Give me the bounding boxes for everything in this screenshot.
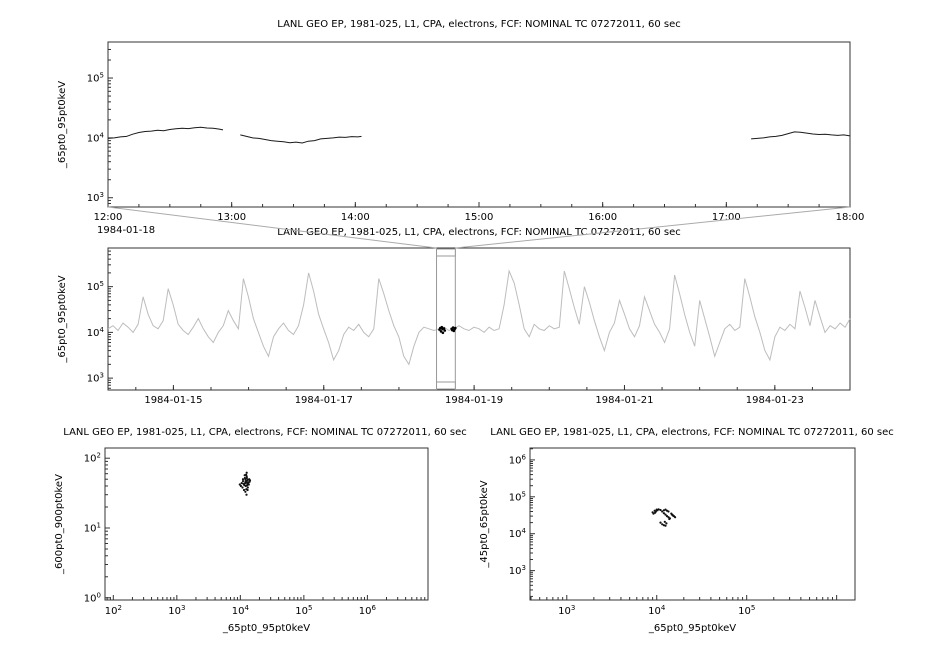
selection-handle-top[interactable] [436,248,456,257]
scatter-points [651,508,677,527]
zoom-connector-left [107,206,437,249]
y-axis-label: _600pt0_900pt0keV [54,474,65,575]
axes: 103 104 105 106 103 104 105 [509,448,838,617]
y-axis-label: _45pt0_65pt0keV [479,480,490,568]
x-axis-date-label: 1984-01-18 [97,225,155,236]
log-tick-label: 103 [87,372,104,385]
x-tick-label: 12:00 [94,212,123,223]
log-tick-label: 102 [84,452,101,465]
x-axis-label: _65pt0_95pt0keV [222,623,310,634]
log-tick-label: 105 [295,604,312,617]
log-tick-label: 104 [87,326,105,339]
scatter-left-chart-title: LANL GEO EP, 1981-025, L1, CPA, electron… [63,427,467,438]
x-tick-label: 17:00 [712,212,741,223]
series-line [107,126,224,139]
x-tick-label: 1984-01-19 [445,395,503,406]
y-axis-label: _65pt0_95pt0keV [57,275,68,363]
log-tick-label: 104 [648,604,666,617]
log-tick-label: 103 [558,604,575,617]
scatter-panel-right: 103 104 105 106 103 104 105 _45pt0_65pt0keV _65p… [479,447,856,634]
axes: 100 101 102 102 103 104 105 106 [84,452,426,617]
log-tick-label: 106 [359,604,377,617]
x-tick-label: 15:00 [465,212,494,223]
axes: 103 104 105 1984-01-15 1984-01-17 1984-01-19 1… [87,250,851,406]
x-tick-label: 1984-01-15 [144,395,202,406]
x-tick-label: 14:00 [341,212,370,223]
y-axis-label: _65pt0_95pt0keV [57,81,68,169]
log-tick-label: 102 [105,604,122,617]
top-timeseries-panel: 103 104 105 12:00 13:00 14:00 15:00 16:00 17:00 1… [57,41,865,236]
log-tick-label: 103 [509,564,526,577]
top-chart-title: LANL GEO EP, 1981-025, L1, CPA, electron… [277,19,681,30]
highlighted-points [438,325,457,335]
plot-border [107,41,851,208]
log-tick-label: 105 [87,72,104,85]
plot-border [107,247,851,391]
log-tick-label: 104 [87,131,105,144]
plot-border [104,447,429,601]
log-tick-label: 105 [509,490,526,503]
log-tick-label: 105 [87,280,104,293]
x-tick-label: 1984-01-23 [746,395,804,406]
series-line [107,269,851,366]
selection-handle-bottom[interactable] [436,381,456,390]
x-axis-label: _65pt0_95pt0keV [648,623,736,634]
log-tick-label: 101 [84,521,101,534]
series-line [240,134,362,144]
x-tick-label: 13:00 [217,212,246,223]
zoom-connector-right [455,206,851,249]
scatter-points [238,471,252,496]
plot-border [529,447,856,601]
x-tick-label: 18:00 [836,212,865,223]
log-tick-label: 104 [232,604,250,617]
x-tick-label: 1984-01-21 [595,395,653,406]
context-chart-title: LANL GEO EP, 1981-025, L1, CPA, electron… [277,227,681,238]
log-tick-label: 105 [738,604,755,617]
axes: 103 104 105 12:00 13:00 14:00 15:00 16:00 17:00 1… [87,48,865,236]
scatter-right-chart-title: LANL GEO EP, 1981-025, L1, CPA, electron… [490,427,894,438]
context-timeseries-panel: 103 104 105 1984-01-15 1984-01-17 1984-01-19 1… [57,247,851,406]
zoom-connectors [107,206,851,249]
log-tick-label: 100 [84,591,101,604]
log-tick-label: 104 [509,527,527,540]
log-tick-label: 103 [87,191,104,204]
log-tick-label: 103 [168,604,185,617]
selection-band[interactable] [436,248,456,390]
x-tick-label: 1984-01-17 [295,395,353,406]
scatter-panel-left: 100 101 102 102 103 104 105 106 _600pt0_900pt0ke… [54,447,429,634]
series-line [751,131,851,140]
x-tick-label: 16:00 [588,212,617,223]
log-tick-label: 106 [509,453,527,466]
